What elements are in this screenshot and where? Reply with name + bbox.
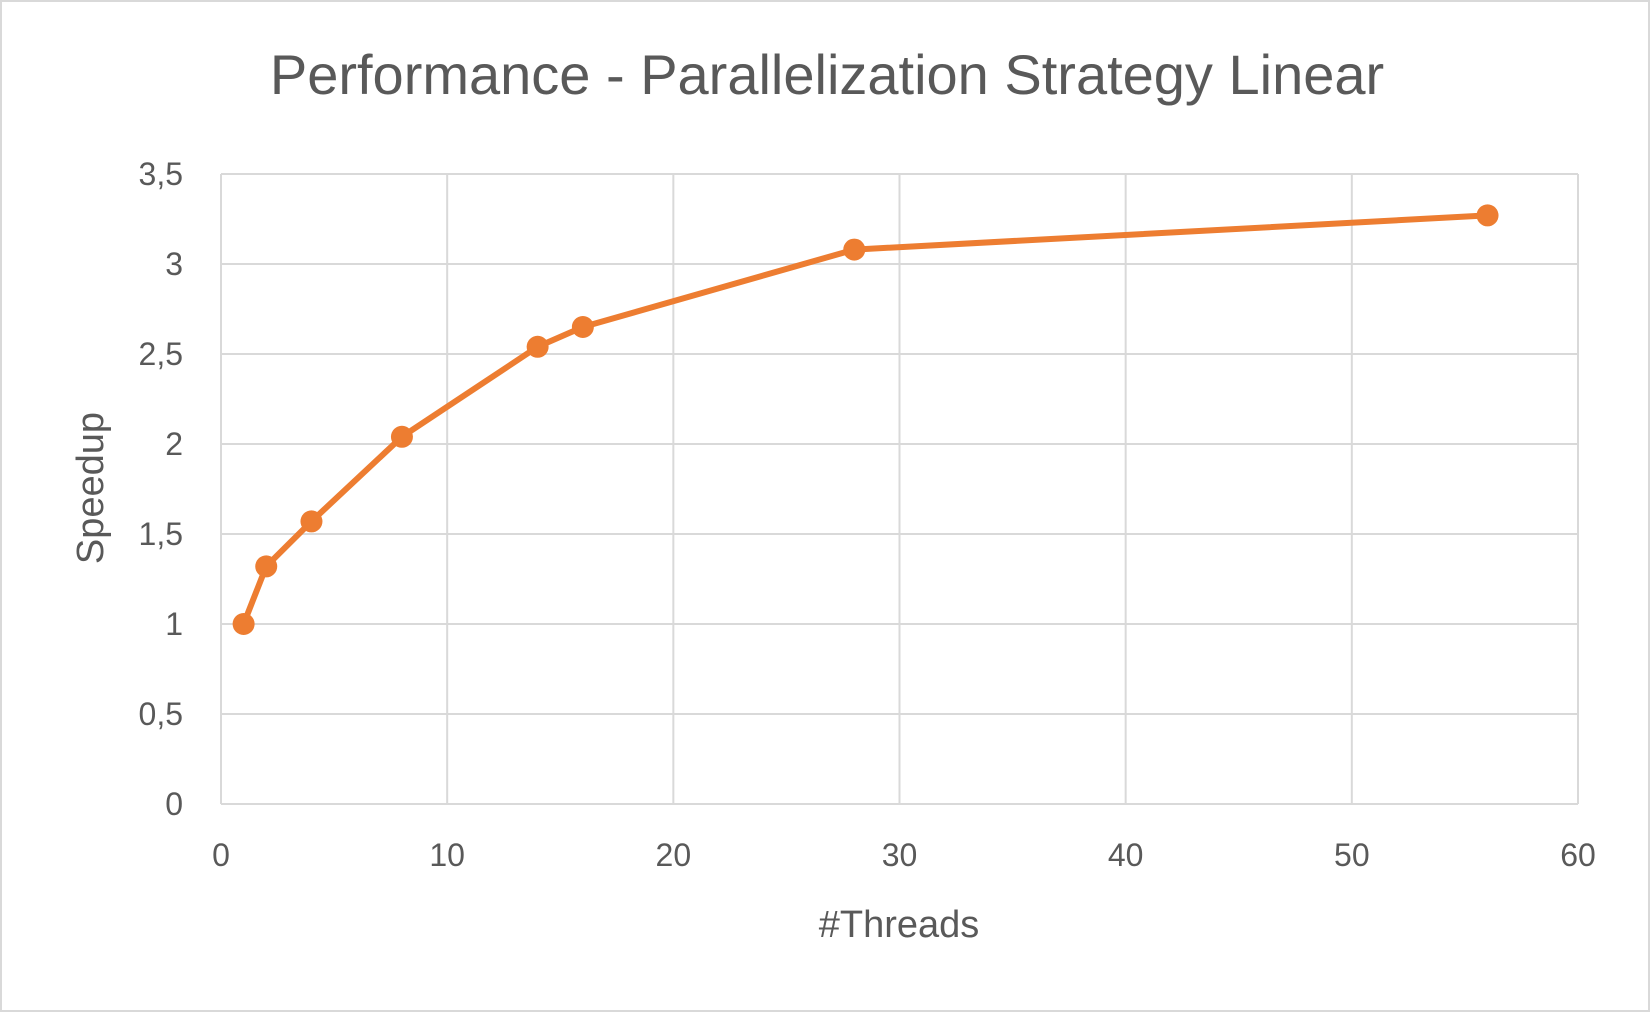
chart-title: Performance - Parallelization Strategy L…	[270, 43, 1384, 106]
x-tick-label: 30	[882, 837, 918, 873]
data-point	[255, 555, 278, 578]
y-tick-label: 1	[165, 606, 183, 642]
y-tick-label: 2,5	[139, 336, 183, 372]
y-axis-label: Speedup	[70, 412, 112, 564]
y-tick-label: 0	[165, 786, 183, 822]
series-line	[240, 212, 1491, 627]
y-tick-label: 1,5	[139, 516, 183, 552]
series-layer	[232, 204, 1499, 635]
data-point	[1476, 204, 1499, 227]
data-point	[843, 238, 866, 261]
y-tick-label: 0,5	[139, 696, 183, 732]
x-tick-label: 60	[1560, 837, 1596, 873]
y-tick-label: 3,5	[139, 156, 183, 192]
data-point	[300, 510, 323, 533]
data-point	[571, 316, 594, 338]
x-tick-label: 0	[212, 837, 230, 873]
x-tick-label: 20	[656, 837, 692, 873]
data-point	[526, 335, 549, 358]
data-point	[232, 613, 255, 635]
grid-layer	[220, 173, 1579, 805]
x-tick-label: 50	[1334, 837, 1370, 873]
y-tick-label: 2	[165, 426, 183, 462]
x-tick-label: 10	[429, 837, 465, 873]
data-point	[390, 425, 413, 448]
x-axis-label: #Threads	[819, 904, 980, 946]
y-tick-label: 3	[165, 246, 183, 282]
x-tick-label: 40	[1108, 837, 1144, 873]
tick-layer: 0 0,5 1 1,5 2 2,5 3 3,5 0 10 20 30 40 50 60	[139, 156, 1596, 873]
